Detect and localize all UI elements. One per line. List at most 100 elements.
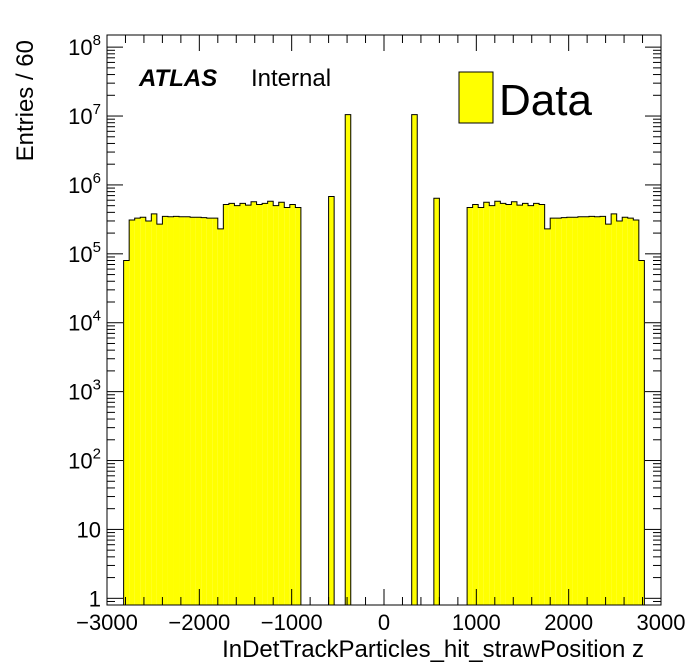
- y-tick-label: 103: [68, 377, 101, 405]
- histogram-bar: [151, 213, 157, 605]
- x-tick-label: 2000: [544, 610, 593, 635]
- histogram-bar: [167, 216, 174, 605]
- x-tick-label: −2000: [168, 610, 230, 635]
- histogram-bar: [550, 218, 556, 605]
- histogram-bar: [633, 219, 639, 605]
- y-tick-exponent: 4: [93, 308, 101, 325]
- x-tick-label: −1000: [261, 610, 323, 635]
- histogram-bar: [251, 201, 257, 605]
- y-tick-label: 1: [89, 586, 101, 611]
- histogram-bar: [511, 201, 517, 605]
- histogram-bar: [295, 207, 301, 605]
- histogram-bar: [273, 205, 279, 606]
- y-tick-base: 10: [68, 242, 92, 267]
- histogram-bar: [140, 217, 146, 605]
- histogram-bar: [616, 220, 623, 605]
- histogram-bar: [328, 196, 335, 605]
- x-tick-label: 1000: [452, 610, 501, 635]
- atlas-label-text: Internal: [251, 65, 331, 92]
- y-tick-label: 104: [68, 308, 101, 336]
- histogram-bar: [173, 216, 180, 605]
- histogram-bar: [195, 217, 202, 605]
- y-tick-label: 108: [68, 32, 101, 60]
- histogram-bar: [123, 260, 130, 605]
- y-tick-label: 105: [68, 239, 101, 267]
- histogram-bar: [284, 207, 290, 605]
- atlas-label-bold: ATLAS: [138, 65, 217, 92]
- histogram-bar: [223, 204, 229, 605]
- histogram-bar: [228, 203, 235, 605]
- histogram-bar: [156, 224, 163, 606]
- y-tick-label: 106: [68, 170, 101, 198]
- x-tick-label: −3000: [76, 610, 138, 635]
- histogram-bar: [566, 217, 573, 605]
- histogram-bar: [262, 203, 268, 605]
- histogram-bar: [134, 218, 141, 605]
- histogram-bar: [289, 204, 296, 605]
- histogram-bar: [345, 114, 351, 605]
- x-tick-label: 3000: [637, 610, 686, 635]
- histogram-bar: [239, 203, 246, 605]
- histogram-bar: [489, 205, 495, 606]
- histogram-bar: [500, 203, 506, 605]
- histogram-bar: [539, 204, 545, 605]
- histogram-bar: [162, 216, 168, 605]
- histogram-bar: [622, 217, 628, 605]
- x-tick-labels: −3000 −2000 −1000 0 1000 2000 3000: [76, 610, 685, 635]
- legend-label: Data: [499, 76, 592, 125]
- histogram-bar: [588, 216, 595, 605]
- histogram-bar: [267, 201, 274, 606]
- histogram-bar: [533, 203, 540, 605]
- histogram-bar: [179, 216, 185, 605]
- histogram-bar: [522, 203, 529, 605]
- legend: Data: [458, 71, 592, 125]
- histogram-bar: [245, 205, 252, 605]
- y-tick-exponent: 2: [93, 446, 101, 463]
- y-tick-base: 10: [68, 311, 92, 336]
- y-tick-base: 10: [68, 380, 92, 405]
- histogram-outline: [123, 114, 645, 605]
- atlas-label: ATLAS Internal: [138, 65, 331, 92]
- histogram-bar: [494, 201, 501, 606]
- histogram-bars: [123, 114, 645, 606]
- histogram-bar: [433, 198, 440, 605]
- y-tick-base: 10: [68, 173, 92, 198]
- histogram-bar: [467, 207, 473, 605]
- histogram-bar: [583, 216, 589, 605]
- histogram-bar: [594, 216, 601, 605]
- histogram-bar: [638, 260, 645, 605]
- y-tick-label: 102: [68, 446, 101, 474]
- histogram-bar: [555, 218, 562, 605]
- histogram-bar: [605, 224, 612, 606]
- y-tick-exponent: 5: [93, 239, 101, 256]
- histogram-bar: [201, 217, 207, 605]
- y-tick-base: 10: [68, 449, 92, 474]
- y-tick-exponent: 7: [93, 101, 101, 118]
- y-tick-label: 107: [68, 101, 101, 129]
- histogram-bar: [206, 218, 213, 605]
- histogram-bar: [483, 202, 490, 605]
- y-tick-exponent: 6: [93, 170, 101, 187]
- histogram-bar: [234, 205, 240, 606]
- histogram-bar: [129, 219, 135, 605]
- histogram-bar: [627, 218, 634, 605]
- histogram-bar: [212, 218, 218, 605]
- histogram-bar: [190, 217, 196, 605]
- y-tick-base: 10: [68, 104, 92, 129]
- x-axis-label: InDetTrackParticles_hit_strawPosition z: [222, 636, 644, 663]
- histogram-bar: [472, 204, 479, 605]
- histogram-bar: [478, 207, 484, 605]
- y-tick-label: 10: [77, 517, 101, 542]
- histogram-bar: [516, 205, 523, 605]
- histogram-bar: [572, 217, 578, 605]
- histogram-bar: [561, 217, 567, 605]
- histogram-bar: [217, 228, 224, 605]
- histogram-bar: [528, 205, 534, 606]
- x-tick-label: 0: [378, 610, 390, 635]
- histogram-bar: [145, 220, 152, 605]
- y-axis-label: Entries / 60: [12, 40, 39, 161]
- y-tick-exponent: 3: [93, 377, 101, 394]
- histogram-bar: [505, 204, 512, 605]
